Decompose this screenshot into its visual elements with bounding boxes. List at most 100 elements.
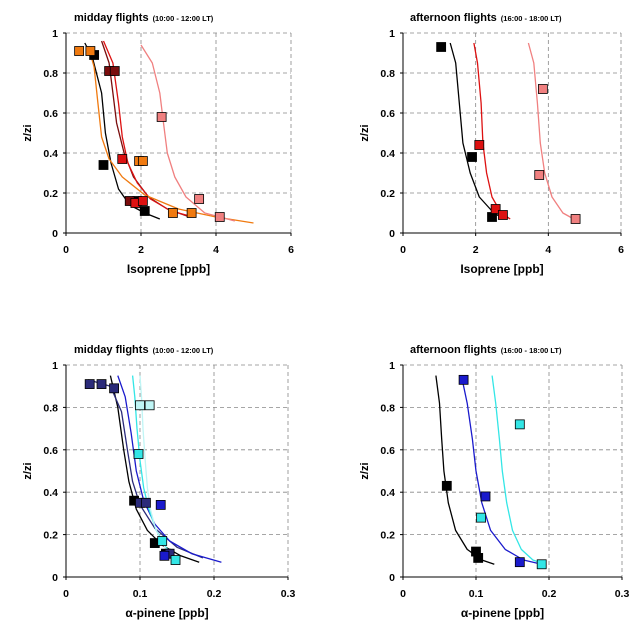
chart-panel-4: afternoon flights (16:00 - 18:00 LT) 0 0.2 0…	[359, 344, 629, 620]
y-tick-label: 1	[389, 28, 395, 40]
series-line-pink	[140, 44, 235, 222]
y-tick-label: 1	[52, 28, 58, 40]
y-tick-label: 0.2	[43, 530, 58, 542]
y-axis-label: z/zi	[22, 124, 34, 141]
data-point-navy	[96, 379, 107, 389]
series-line-blue	[460, 375, 542, 565]
y-tick-label: 0.4	[380, 487, 395, 499]
x-tick-label: 6	[288, 244, 294, 256]
x-tick-label: 6	[618, 244, 624, 256]
data-point-orange	[85, 46, 96, 56]
chart-subtitle: (10:00 - 12:00 LT)	[153, 14, 214, 23]
data-point-blue	[514, 557, 525, 568]
y-tick-label: 0.8	[380, 68, 395, 80]
x-axis-label: α-pinene [ppb]	[461, 606, 544, 620]
chart-title-main: midday flights	[74, 12, 149, 24]
data-point-lightcyan	[144, 400, 155, 411]
x-tick-label: 4	[213, 244, 219, 256]
y-tick-label: 0.6	[380, 108, 395, 120]
chart-title: midday flights (10:00 - 12:00 LT)	[74, 344, 214, 356]
data-point-navy	[84, 379, 95, 389]
data-point-cyan	[476, 512, 487, 523]
data-point-black	[98, 160, 109, 170]
chart-panel-2: afternoon flights (16:00 - 18:00 LT) 0 0.2 0…	[359, 12, 624, 276]
y-tick-label: 0.2	[380, 530, 395, 542]
data-point-red	[117, 154, 128, 164]
y-axis-label: z/zi	[22, 462, 34, 479]
chart-subtitle: (16:00 - 18:00 LT)	[501, 14, 562, 23]
data-point-lightcyan	[135, 400, 145, 411]
data-point-cyan	[170, 555, 181, 565]
series-line-cyan	[491, 375, 546, 565]
x-tick-label: 0.1	[133, 588, 148, 600]
data-point-pink	[156, 112, 167, 122]
chart-subtitle: (16:00 - 18:00 LT)	[501, 346, 562, 355]
y-tick-label: 0.8	[43, 68, 58, 80]
data-point-pink	[537, 84, 548, 94]
y-tick-label: 0.4	[380, 148, 395, 160]
x-tick-label: 4	[545, 244, 551, 256]
data-point-black	[139, 206, 150, 216]
x-tick-label: 0	[400, 588, 406, 600]
series-line-black	[109, 375, 200, 563]
chart-title: midday flights (10:00 - 12:00 LT)	[74, 12, 214, 24]
y-tick-label: 0.4	[43, 487, 58, 499]
data-point-maroon	[109, 66, 120, 76]
x-tick-label: 0.2	[542, 588, 557, 600]
x-axis-label: Isoprene [ppb]	[460, 262, 543, 276]
x-tick-label: 0.3	[281, 588, 296, 600]
x-axis-label: Isoprene [ppb]	[127, 262, 210, 276]
data-point-navy	[141, 497, 151, 508]
x-axis-label: α-pinene [ppb]	[125, 606, 208, 620]
data-point-red	[498, 210, 508, 220]
data-point-orange	[186, 208, 197, 218]
y-tick-label: 0	[389, 572, 395, 584]
x-tick-label: 0	[63, 244, 69, 256]
data-point-cyan	[133, 449, 144, 459]
x-tick-label: 0.3	[615, 588, 630, 600]
chart-title: afternoon flights (16:00 - 18:00 LT)	[410, 344, 562, 356]
chart-title-main: afternoon flights	[410, 12, 497, 24]
data-point-blue	[480, 491, 491, 502]
chart-title-main: afternoon flights	[410, 344, 497, 356]
data-point-orange	[74, 46, 85, 56]
data-point-black	[441, 480, 452, 491]
x-tick-label: 2	[138, 244, 144, 256]
data-point-navy	[109, 383, 119, 394]
data-point-orange	[167, 208, 178, 218]
data-point-pink	[570, 214, 581, 224]
y-axis-label: z/zi	[359, 462, 371, 479]
data-point-pink	[214, 212, 225, 222]
chart-subtitle: (10:00 - 12:00 LT)	[153, 346, 214, 355]
series-line-blue	[117, 375, 222, 563]
data-point-cyan	[536, 559, 547, 570]
data-point-blue	[155, 500, 166, 510]
series-line-orange	[87, 46, 254, 224]
data-point-cyan	[157, 536, 168, 546]
y-tick-label: 0.4	[43, 148, 58, 160]
series-line-pink	[527, 42, 578, 222]
data-point-pink	[534, 170, 545, 180]
chart-panel-1: midday flights (10:00 - 12:00 LT) 0 0.2 0.4 0…	[22, 12, 294, 276]
data-point-red	[490, 204, 501, 214]
y-tick-label: 0	[52, 228, 58, 240]
data-point-orange	[137, 156, 148, 166]
y-tick-label: 0.6	[380, 445, 395, 457]
y-tick-label: 0.8	[380, 402, 395, 414]
data-point-red	[474, 140, 485, 150]
x-tick-label: 0.2	[207, 588, 222, 600]
data-point-blue	[458, 374, 469, 385]
series-line-black	[435, 375, 495, 565]
chart-title: afternoon flights (16:00 - 18:00 LT)	[410, 12, 562, 24]
series-line-red	[102, 40, 194, 218]
chart-title-main: midday flights	[74, 344, 149, 356]
data-point-blue	[159, 550, 170, 561]
x-tick-label: 0	[400, 244, 406, 256]
chart-panel-3: midday flights (10:00 - 12:00 LT) 0 0.2 0.4 0…	[22, 344, 295, 620]
data-point-red	[137, 196, 148, 206]
y-axis-label: z/zi	[359, 124, 371, 141]
y-tick-label: 0.8	[43, 402, 58, 414]
y-tick-label: 0.6	[43, 108, 58, 120]
x-tick-label: 0	[63, 588, 69, 600]
